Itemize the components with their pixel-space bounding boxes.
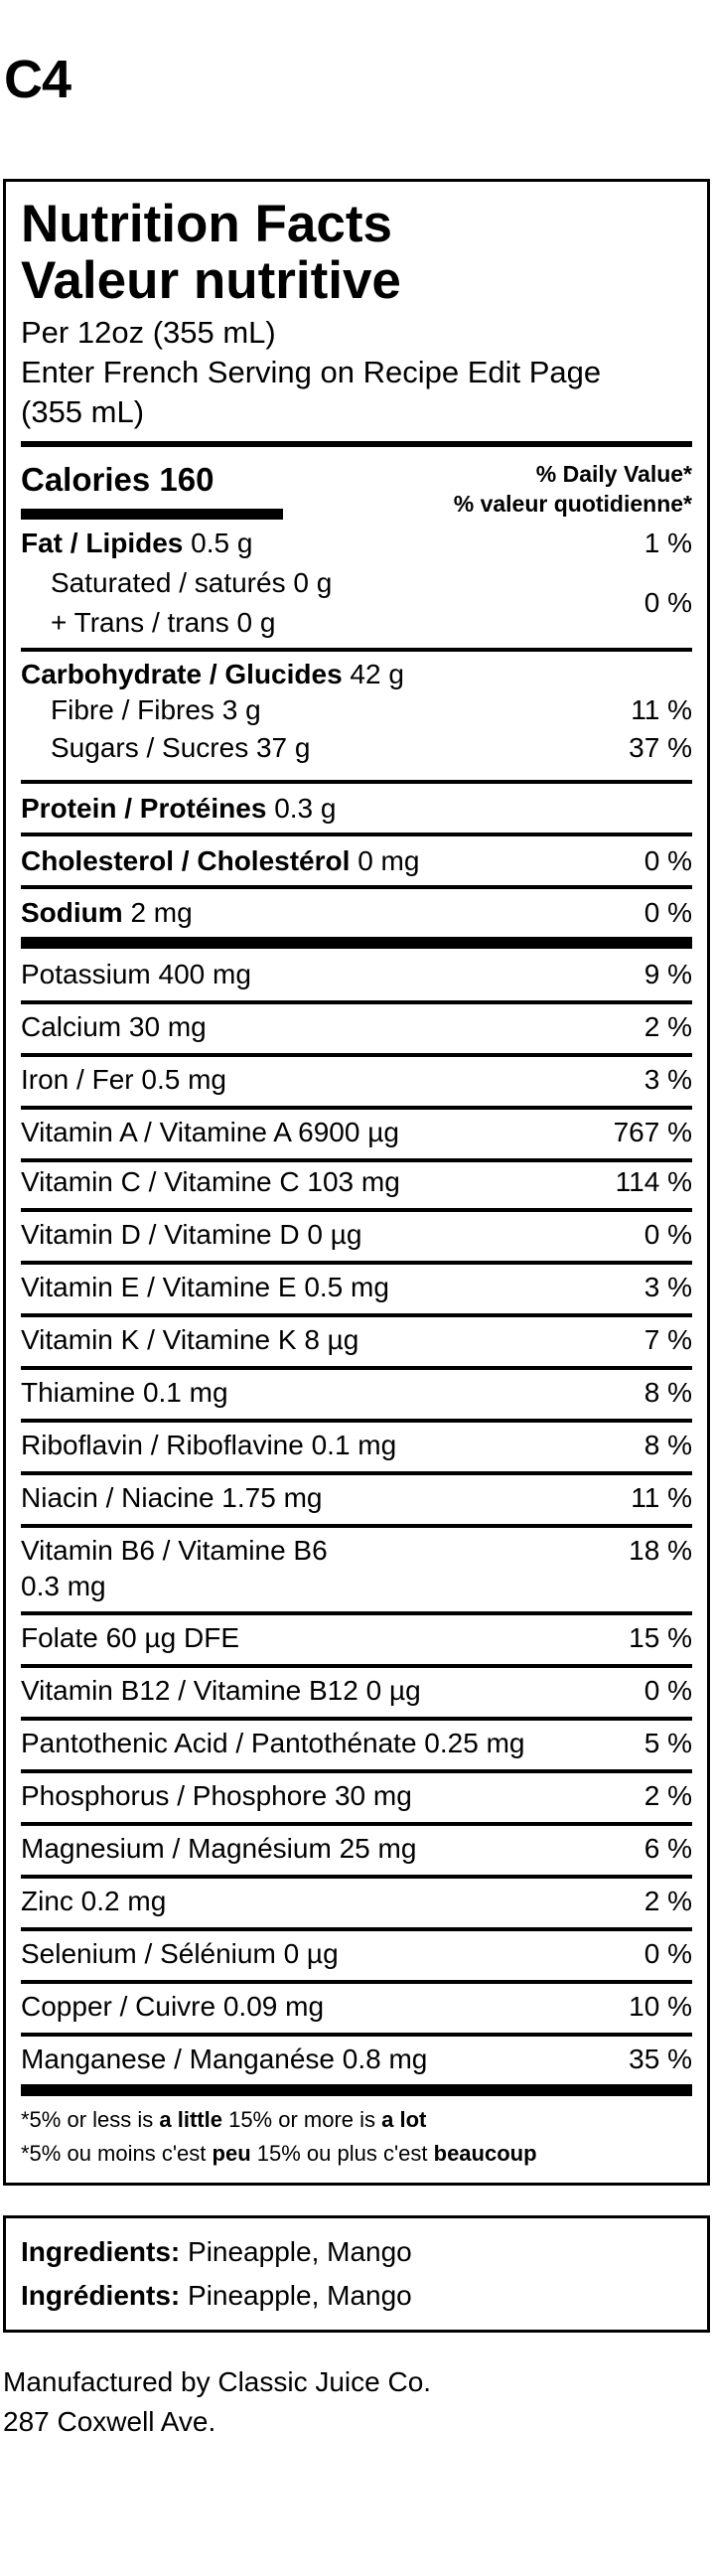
thick-divider-top	[21, 441, 692, 447]
nutrition-facts-panel: Nutrition Facts Valeur nutritive Per 12o…	[3, 179, 710, 2186]
serving-size-line-2: Enter French Serving on Recipe Edit Page	[21, 355, 602, 389]
divider	[21, 833, 692, 836]
sodium-label: Sodium	[21, 897, 123, 928]
calories-divider	[21, 509, 283, 520]
serving-size-line-3: (355 mL)	[21, 394, 145, 429]
sodium-dv: 0 %	[644, 897, 692, 928]
carbohydrate-label: Carbohydrate / Glucides	[21, 659, 343, 689]
cholesterol-label: Cholesterol / Cholestérol	[21, 845, 351, 876]
ingredients-label-fr: Ingrédients:	[21, 2280, 181, 2311]
divider	[21, 885, 692, 889]
ingredients-panel: Ingredients: Pineapple, Mango Ingrédient…	[3, 2215, 710, 2333]
manufacturer-address: 287 Coxwell Ave.	[3, 2406, 216, 2437]
divider	[21, 648, 692, 652]
fibre-amount: 3 g	[221, 694, 261, 725]
sugars-amount: 37 g	[255, 732, 311, 763]
thick-divider-middle	[21, 937, 692, 949]
daily-value-header-fr: % valeur quotidienne*	[453, 491, 692, 517]
cholesterol-amount: 0 mg	[358, 845, 420, 876]
sodium-amount: 2 mg	[130, 897, 193, 928]
ingredients-value-en: Pineapple, Mango	[188, 2236, 412, 2267]
divider	[21, 1158, 692, 1162]
protein-amount: 0.3 g	[274, 793, 337, 824]
calories-value: 160	[159, 461, 214, 498]
fat-label: Fat / Lipides	[21, 528, 184, 558]
trans-amount: 0 g	[236, 607, 276, 638]
sugars-dv: 37 %	[629, 732, 692, 763]
fat-dv: 1 %	[644, 528, 692, 558]
sat-trans-dv: 0 %	[644, 587, 692, 618]
calories-label: Calories	[21, 461, 151, 498]
fibre-label: Fibre / Fibres	[51, 694, 214, 725]
daily-value-header-en: % Daily Value*	[535, 461, 692, 487]
protein-label: Protein / Protéines	[21, 793, 267, 824]
ingredients-value-fr: Pineapple, Mango	[188, 2280, 412, 2311]
sugars-label: Sugars / Sucres	[51, 732, 249, 763]
saturated-amount: 0 g	[293, 567, 333, 598]
ingredients-english: Ingredients: Pineapple, Mango	[21, 2232, 412, 2272]
saturated-label: Saturated / saturés	[51, 567, 286, 598]
product-code: C4	[4, 50, 72, 109]
ingredients-french: Ingrédients: Pineapple, Mango	[21, 2276, 412, 2316]
divider	[21, 780, 692, 784]
title-english: Nutrition Facts	[21, 195, 392, 253]
ingredients-label-en: Ingredients:	[21, 2236, 181, 2267]
divider	[21, 1000, 692, 1004]
calories: Calories 160	[21, 460, 214, 500]
cholesterol-dv: 0 %	[644, 845, 692, 876]
fat-amount: 0.5 g	[191, 528, 253, 558]
serving-size-line-1: Per 12oz (355 mL)	[21, 315, 276, 350]
title-french: Valeur nutritive	[21, 251, 401, 310]
carbohydrate-amount: 42 g	[350, 659, 404, 689]
divider	[21, 1106, 692, 1110]
manufacturer-name: Manufactured by Classic Juice Co.	[3, 2366, 432, 2397]
fibre-dv: 11 %	[631, 694, 692, 725]
divider	[21, 1053, 692, 1057]
trans-label: + Trans / trans	[51, 607, 229, 638]
